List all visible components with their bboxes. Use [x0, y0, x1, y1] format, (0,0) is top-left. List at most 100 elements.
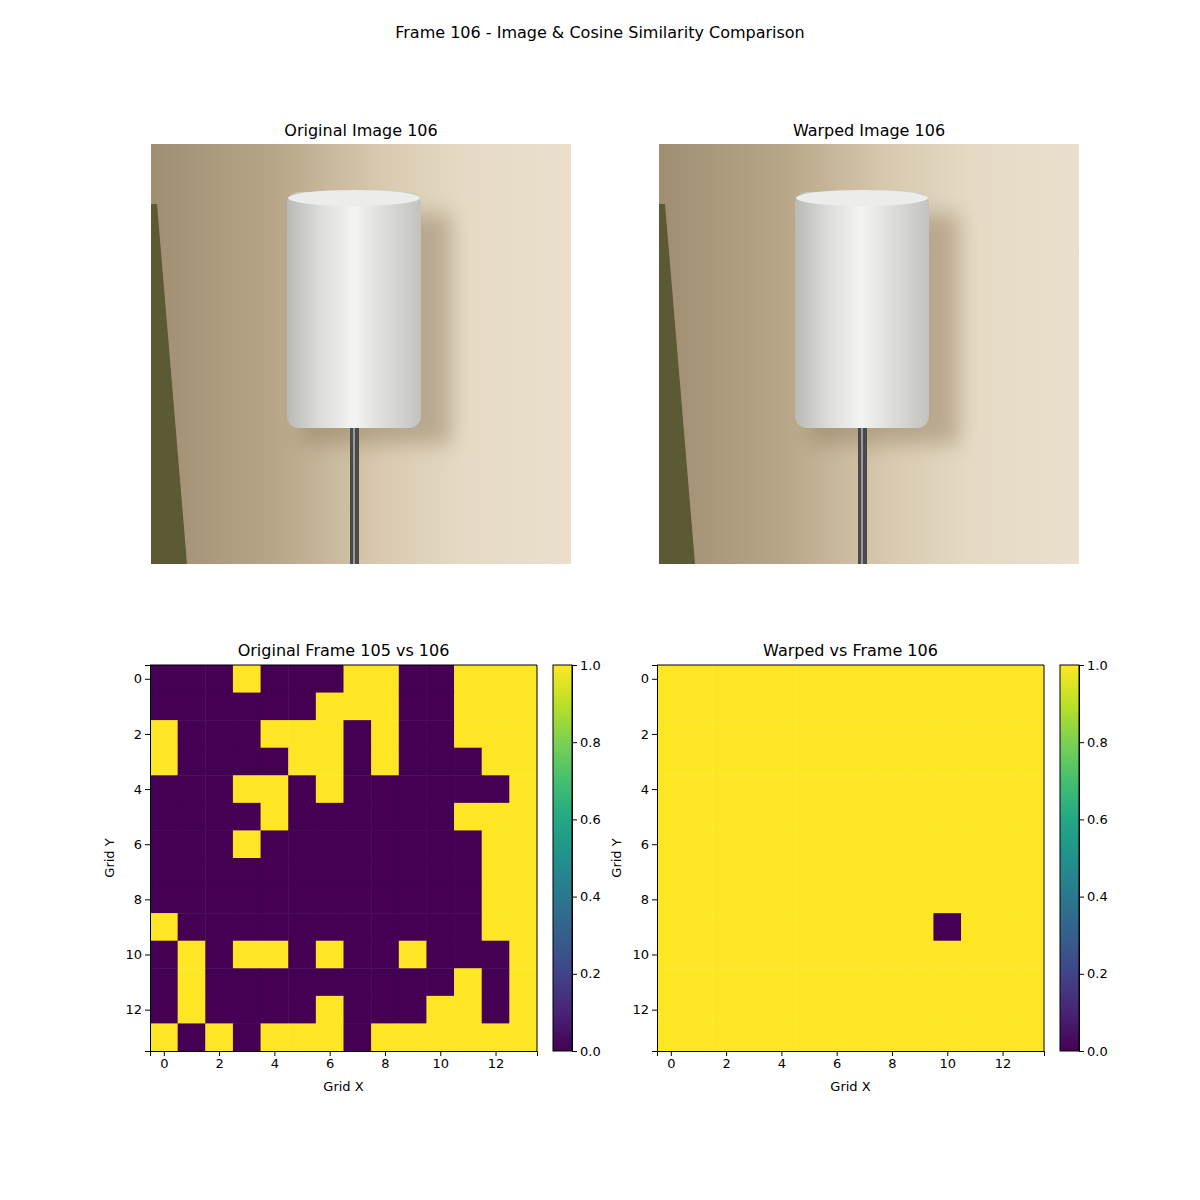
- heatmap-cell: [454, 996, 482, 1024]
- heatmap-cell: [989, 665, 1017, 693]
- heatmap-cell: [509, 858, 537, 886]
- heatmap-cell: [371, 748, 399, 776]
- x-tick: 8: [888, 1051, 896, 1071]
- heatmap-cell: [906, 693, 934, 721]
- heatmap-cell: [685, 858, 713, 886]
- heatmap-cell: [399, 996, 427, 1024]
- heatmap-cell: [933, 941, 961, 969]
- heatmap-cell: [482, 775, 510, 803]
- heatmap-cell: [685, 720, 713, 748]
- y-tick-label: 12: [632, 1002, 649, 1017]
- image-lampshade-top: [288, 190, 420, 206]
- y-tick: 6: [134, 837, 150, 852]
- heatmap-cell: [989, 693, 1017, 721]
- heatmap-cell: [712, 886, 740, 914]
- heatmap-cell: [851, 748, 879, 776]
- heatmap-cell: [961, 665, 989, 693]
- heatmap-cell: [878, 830, 906, 858]
- heatmap-cell: [482, 830, 510, 858]
- x-tick: 6: [833, 1051, 841, 1071]
- heatmap-cell: [482, 748, 510, 776]
- x-tick-label: 8: [888, 1056, 896, 1071]
- heatmap-cell: [454, 941, 482, 969]
- image-curtain: [151, 204, 187, 564]
- y-tick: 10: [125, 947, 150, 962]
- colorbar-tick: 1.0: [1079, 658, 1108, 673]
- colorbar-tick-mark: [1079, 665, 1084, 666]
- heatmap-cell: [482, 886, 510, 914]
- heatmap-cell: [712, 720, 740, 748]
- heatmap-cell: [426, 913, 454, 941]
- y-tick: 0: [641, 671, 657, 686]
- colorbar-axis-line: [1080, 666, 1085, 1052]
- heatmap-cell: [371, 720, 399, 748]
- heatmap-cell: [205, 913, 233, 941]
- image-pole: [350, 426, 359, 564]
- x-tick: 10: [939, 1051, 956, 1071]
- heatmap-cell: [261, 830, 289, 858]
- heatmap-cell: [509, 748, 537, 776]
- heatmap-cell: [344, 720, 372, 748]
- heatmap-cell: [906, 665, 934, 693]
- heatmap-cell: [316, 720, 344, 748]
- heatmap-cell: [906, 830, 934, 858]
- heatmap-cell: [150, 830, 178, 858]
- heatmap-cell: [426, 830, 454, 858]
- colorbar-tick-label: 0.4: [1087, 889, 1108, 904]
- heatmap-cell: [906, 775, 934, 803]
- x-tick: 12: [995, 1051, 1012, 1071]
- heatmap-cell: [906, 858, 934, 886]
- image-panel: [151, 144, 571, 564]
- heatmap-cell: [685, 886, 713, 914]
- y-tick: 4: [134, 782, 150, 797]
- heatmap-cell: [795, 968, 823, 996]
- heatmap-cell: [795, 775, 823, 803]
- heatmap-cell: [178, 775, 206, 803]
- heatmap-cell: [426, 775, 454, 803]
- colorbar-tick-mark: [1079, 897, 1084, 898]
- heatmap-cell: [426, 858, 454, 886]
- image-title: Original Image 106: [284, 121, 437, 140]
- heatmap-cell: [205, 748, 233, 776]
- heatmap-cell: [233, 775, 261, 803]
- heatmap-cell: [685, 775, 713, 803]
- heatmap-cell: [205, 996, 233, 1024]
- heatmap-cell: [150, 996, 178, 1024]
- heatmap-cell: [1016, 1023, 1044, 1051]
- colorbar-axis: 0.00.20.40.60.81.0: [572, 658, 601, 1059]
- colorbar-axis-line: [573, 666, 578, 1052]
- y-tick-label: 10: [632, 947, 649, 962]
- heatmap-cell: [961, 775, 989, 803]
- heatmap-cell: [344, 748, 372, 776]
- heatmap-cell: [1016, 858, 1044, 886]
- heatmap-cell: [426, 968, 454, 996]
- colorbar-tick-mark: [1079, 819, 1084, 820]
- heatmap-cell: [509, 913, 537, 941]
- colorbar-tick-label: 0.0: [1087, 1044, 1108, 1059]
- heatmap-cell: [768, 1023, 796, 1051]
- y-tick-label: 6: [641, 837, 649, 852]
- colorbar-tick: 0.8: [1079, 735, 1108, 750]
- heatmap-cell: [205, 720, 233, 748]
- colorbar-tick: 0.6: [1079, 812, 1108, 827]
- heatmap-cell: [657, 996, 685, 1024]
- heatmap-cell: [178, 968, 206, 996]
- heatmap-cell: [685, 968, 713, 996]
- heatmap-cell: [344, 913, 372, 941]
- heatmap-cell: [316, 693, 344, 721]
- heatmap-cell: [740, 913, 768, 941]
- heatmap-cell: [509, 775, 537, 803]
- heatmap-cell: [989, 803, 1017, 831]
- heatmap-cell: [768, 996, 796, 1024]
- heatmap-cell: [178, 748, 206, 776]
- heatmap-cell: [178, 886, 206, 914]
- heatmap-cell: [740, 886, 768, 914]
- heatmap-cell: [454, 803, 482, 831]
- heatmap-cell: [371, 968, 399, 996]
- heatmap-cell: [657, 941, 685, 969]
- heatmap-cell: [399, 968, 427, 996]
- y-tick-mark: [145, 1010, 150, 1011]
- image-lampshade-top: [796, 190, 928, 206]
- heatmap-cell: [933, 720, 961, 748]
- heatmap-cell: [316, 830, 344, 858]
